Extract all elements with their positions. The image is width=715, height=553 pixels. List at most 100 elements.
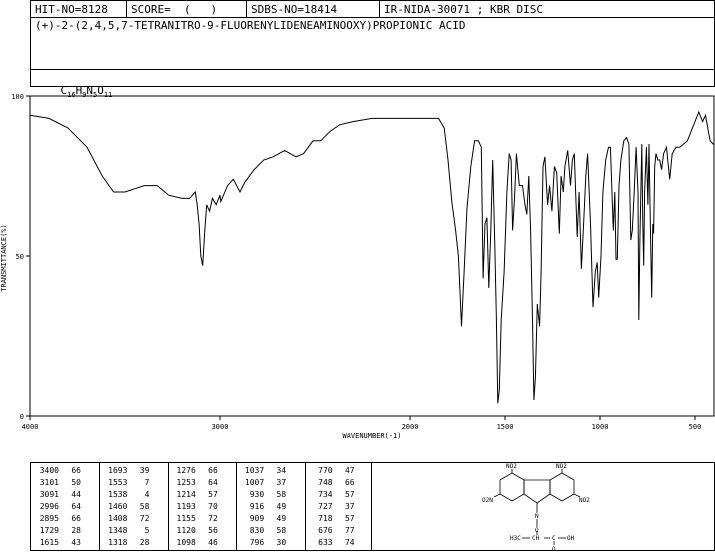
peak-row: 1553 7	[101, 477, 169, 489]
peak-transmittance: 5	[144, 526, 150, 535]
peak-row: 1193 70	[170, 501, 238, 513]
peak-wavenumber: 1037	[244, 466, 265, 475]
hit-number: HIT-NO=8128	[31, 1, 127, 18]
peak-row: 734 57	[307, 489, 375, 501]
structure-box: NO2 NO2 O2N NO2 N O H3C CH C OH O	[372, 462, 715, 551]
peak-row: 796 30	[238, 537, 306, 549]
oxygen-label: O	[535, 527, 539, 534]
peak-transmittance: 34	[276, 466, 287, 475]
peak-row: 3400 66	[33, 465, 101, 477]
peak-transmittance: 57	[344, 490, 355, 499]
left-ring	[499, 472, 525, 502]
peak-row: 718 57	[307, 513, 375, 525]
peak-row: 1318 28	[101, 537, 169, 549]
peak-wavenumber: 770	[318, 466, 333, 475]
peak-row: 1276 66	[170, 465, 238, 477]
ch-label: CH	[532, 535, 540, 542]
methyl-label: H3C	[510, 535, 521, 542]
molecular-formula: C16H9N5O11	[60, 84, 113, 100]
peak-wavenumber: 796	[249, 538, 265, 547]
peak-transmittance: 49	[276, 502, 287, 511]
peak-transmittance: 64	[71, 502, 81, 511]
peak-transmittance: 66	[71, 514, 81, 523]
peak-wavenumber: 676	[318, 526, 333, 535]
peak-row: 1155 72	[170, 513, 238, 525]
peak-row: 3091 44	[33, 489, 101, 501]
peak-transmittance: 44	[71, 490, 81, 499]
peak-wavenumber: 1253	[176, 478, 196, 487]
peak-row: 2895 66	[33, 513, 101, 525]
peak-column: 3400 66 3101 50 3091 44 2996 64 2895 66 1729 28 1615…	[33, 465, 101, 550]
peak-wavenumber: 734	[318, 490, 333, 499]
five-ring	[523, 479, 551, 504]
peak-wavenumber: 748	[318, 478, 333, 487]
peak-row: 633 74	[307, 537, 375, 549]
compound-name: (+)-2-(2,4,5,7-TETRANITRO-9-FLUORENYLIDE…	[35, 19, 466, 32]
no2-top-left-label: NO2	[506, 463, 517, 470]
peak-wavenumber: 1553	[108, 478, 128, 487]
peak-row: 1253 64	[170, 477, 238, 489]
peak-transmittance: 72	[208, 514, 218, 523]
peak-row: 1037 34	[238, 465, 306, 477]
ir-identifier: IR-NIDA-30071 ; KBR DISC	[384, 3, 543, 16]
peak-wavenumber: 1155	[176, 514, 196, 523]
peak-transmittance: 57	[208, 490, 218, 499]
peak-wavenumber: 727	[318, 502, 333, 511]
peak-transmittance: 66	[208, 466, 218, 475]
right-ring	[549, 472, 575, 502]
peak-column: 1276 66 1253 64 1214 57 1193 70 1155 72 1120 56 1098…	[170, 465, 238, 550]
peak-row: 1615 43	[33, 537, 101, 549]
bond-no2-r	[573, 493, 581, 498]
peak-wavenumber: 1408	[108, 514, 128, 523]
peak-transmittance: 77	[344, 526, 355, 535]
peak-row: 930 58	[238, 489, 306, 501]
fluorene-skeleton	[493, 469, 581, 545]
peak-wavenumber: 3400	[39, 466, 59, 475]
peak-row: 1120 56	[170, 525, 238, 537]
peak-row: 3101 50	[33, 477, 101, 489]
peak-wavenumber: 930	[249, 490, 265, 499]
peak-wavenumber: 1693	[108, 466, 128, 475]
peak-transmittance: 49	[276, 514, 287, 523]
peak-transmittance: 70	[208, 502, 218, 511]
peak-wavenumber: 2996	[39, 502, 59, 511]
peak-transmittance: 39	[139, 466, 150, 475]
peak-wavenumber: 1120	[176, 526, 196, 535]
peak-wavenumber: 909	[249, 514, 265, 523]
x-tick-label: 4000	[22, 423, 39, 431]
y-tick-label: 50	[16, 253, 24, 261]
peak-transmittance: 57	[344, 514, 355, 523]
peak-row: 1007 37	[238, 477, 306, 489]
peak-transmittance: 7	[144, 478, 150, 487]
peak-row: 2996 64	[33, 501, 101, 513]
y-axis-ticks: 0 50 100	[11, 93, 30, 421]
peak-column-separator	[304, 463, 306, 550]
peak-wavenumber: 1460	[108, 502, 128, 511]
peak-wavenumber: 1007	[244, 478, 265, 487]
peak-row: 1729 28	[33, 525, 101, 537]
peak-row: 830 58	[238, 525, 306, 537]
peak-wavenumber: 633	[318, 538, 333, 547]
peak-row: 1538 4	[101, 489, 169, 501]
nitrogen-label: N	[535, 513, 539, 520]
peak-row: 1460 58	[101, 501, 169, 513]
spectrum-line	[29, 110, 714, 404]
y-axis-label: TRANSMITTANCE(%)	[0, 224, 8, 291]
x-tick-label: 1500	[497, 423, 514, 431]
peak-row: 909 49	[238, 513, 306, 525]
peak-transmittance: 37	[344, 502, 355, 511]
x-tick-label: 1000	[592, 423, 609, 431]
peak-table: 3400 66 3101 50 3091 44 2996 64 2895 66 1729 28 1615…	[30, 462, 372, 551]
peak-row: 1348 5	[101, 525, 169, 537]
peak-row: 727 37	[307, 501, 375, 513]
peak-wavenumber: 1729	[39, 526, 59, 535]
peak-transmittance: 56	[208, 526, 218, 535]
peak-column-separator	[236, 463, 238, 550]
peak-transmittance: 37	[276, 478, 287, 487]
peak-transmittance: 58	[139, 502, 150, 511]
peak-transmittance: 46	[208, 538, 218, 547]
no2-right-label: NO2	[579, 497, 590, 504]
peak-wavenumber: 1098	[176, 538, 196, 547]
peak-transmittance: 28	[139, 538, 150, 547]
